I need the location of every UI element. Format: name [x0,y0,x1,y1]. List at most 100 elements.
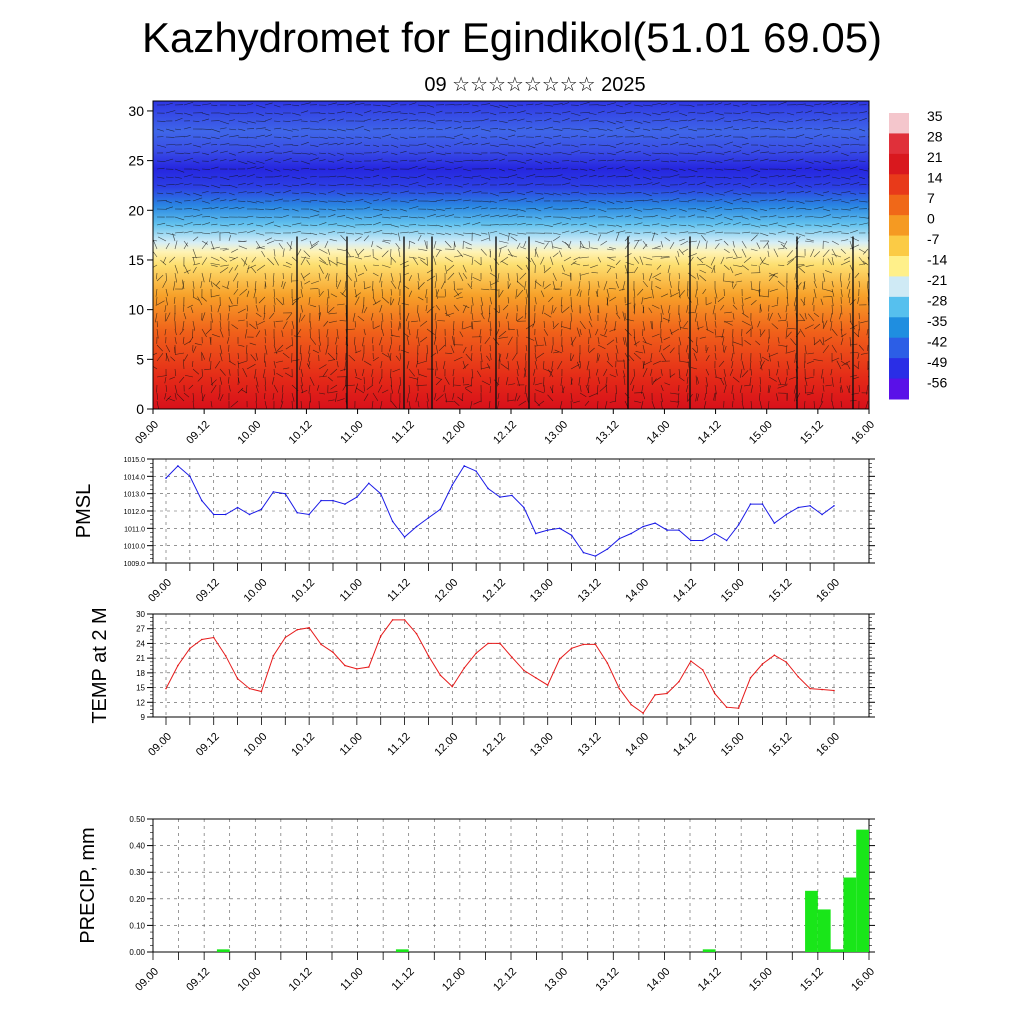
wind-vector [276,297,284,306]
wind-vector [417,272,420,281]
wind-vector [273,112,284,115]
wind-vector [642,152,652,157]
wind-vector [381,232,392,235]
pmsl-panel: 1009.01010.01011.01012.01013.01014.01015… [73,457,875,605]
wind-vector [714,168,724,171]
wind-vector [354,296,360,306]
wind-vector [453,112,463,114]
wind-vector [318,159,326,162]
wind-vector [813,160,821,163]
wind-vector [840,320,843,331]
wind-vector [644,360,653,366]
wind-vector [597,175,605,178]
wind-vector [408,240,416,244]
wind-vector [578,376,581,386]
wind-vector [291,144,299,146]
wind-vector [163,256,167,264]
wind-vector [597,192,606,195]
wind-vector [831,231,842,234]
data-point [606,548,609,550]
wind-vector [507,104,517,107]
wind-vector [858,216,869,219]
wind-vector [237,160,248,165]
wind-vector [457,250,464,258]
wind-vector [201,112,210,116]
wind-vector [309,232,318,236]
wind-vector [767,288,770,297]
wind-vector [357,272,365,276]
wind-vector [806,360,815,364]
wind-vector [866,328,869,336]
wind-vector [633,208,643,212]
wind-vector [850,236,860,242]
wind-vector [651,200,660,203]
wind-vector [327,160,335,163]
wind-vector [309,304,317,308]
wind-vector [588,199,597,202]
wind-vector [507,128,516,132]
wind-vector [662,344,671,351]
y-tick-label: 5 [136,351,144,367]
wind-vector [840,384,843,393]
wind-vector [700,256,707,260]
wind-vector [624,231,632,234]
wind-vector [849,182,860,186]
wind-vector [219,184,230,187]
wind-vector [192,400,195,409]
wind-vector [453,232,464,236]
wind-vector [714,336,724,338]
wind-vector [227,280,230,289]
wind-vector [453,292,462,298]
wind-vector [668,304,671,314]
wind-vector [759,120,767,123]
wind-vector [480,142,490,146]
wind-vector [678,290,686,298]
wind-vector [210,280,213,288]
wind-vector [849,215,858,218]
wind-vector [182,304,185,312]
wind-vector [255,191,263,194]
wind-vector [830,368,833,376]
wind-vector [282,296,285,305]
wind-vector [642,341,653,346]
data-point [260,690,263,693]
wind-vector [227,312,230,321]
wind-vector [498,304,500,313]
x-tick-label: 13.12 [593,966,621,994]
wind-vector [687,152,698,155]
wind-vector [371,400,374,409]
wind-vector [425,288,428,298]
wind-vector [795,151,804,154]
wind-vector [241,258,248,266]
wind-vector [549,386,554,394]
wind-vector [849,152,857,154]
wind-vector [606,192,615,195]
colorbar-label: 7 [927,190,935,206]
wind-vector [586,360,590,371]
wind-vector [426,328,435,335]
x-tick-label: 15.00 [747,966,775,994]
wind-vector [813,288,817,299]
wind-vector [579,192,587,196]
wind-vector [543,206,553,210]
wind-vector [696,296,699,306]
wind-vector [615,368,618,376]
wind-vector [580,272,590,276]
wind-vector [768,352,771,362]
wind-vector [318,364,327,370]
wind-vector [273,239,284,242]
wind-vector [362,368,365,377]
wind-vector [263,312,266,320]
wind-vector [557,360,563,370]
wind-vector [705,230,715,234]
wind-vector [651,378,657,386]
wind-vector [201,152,209,155]
wind-vector [678,360,689,363]
wind-vector [291,176,301,180]
wind-vector [739,384,743,393]
wind-vector [637,288,644,296]
wind-vector [642,231,652,234]
wind-vector [849,136,860,141]
wind-vector [813,200,821,202]
wind-vector [652,272,662,278]
